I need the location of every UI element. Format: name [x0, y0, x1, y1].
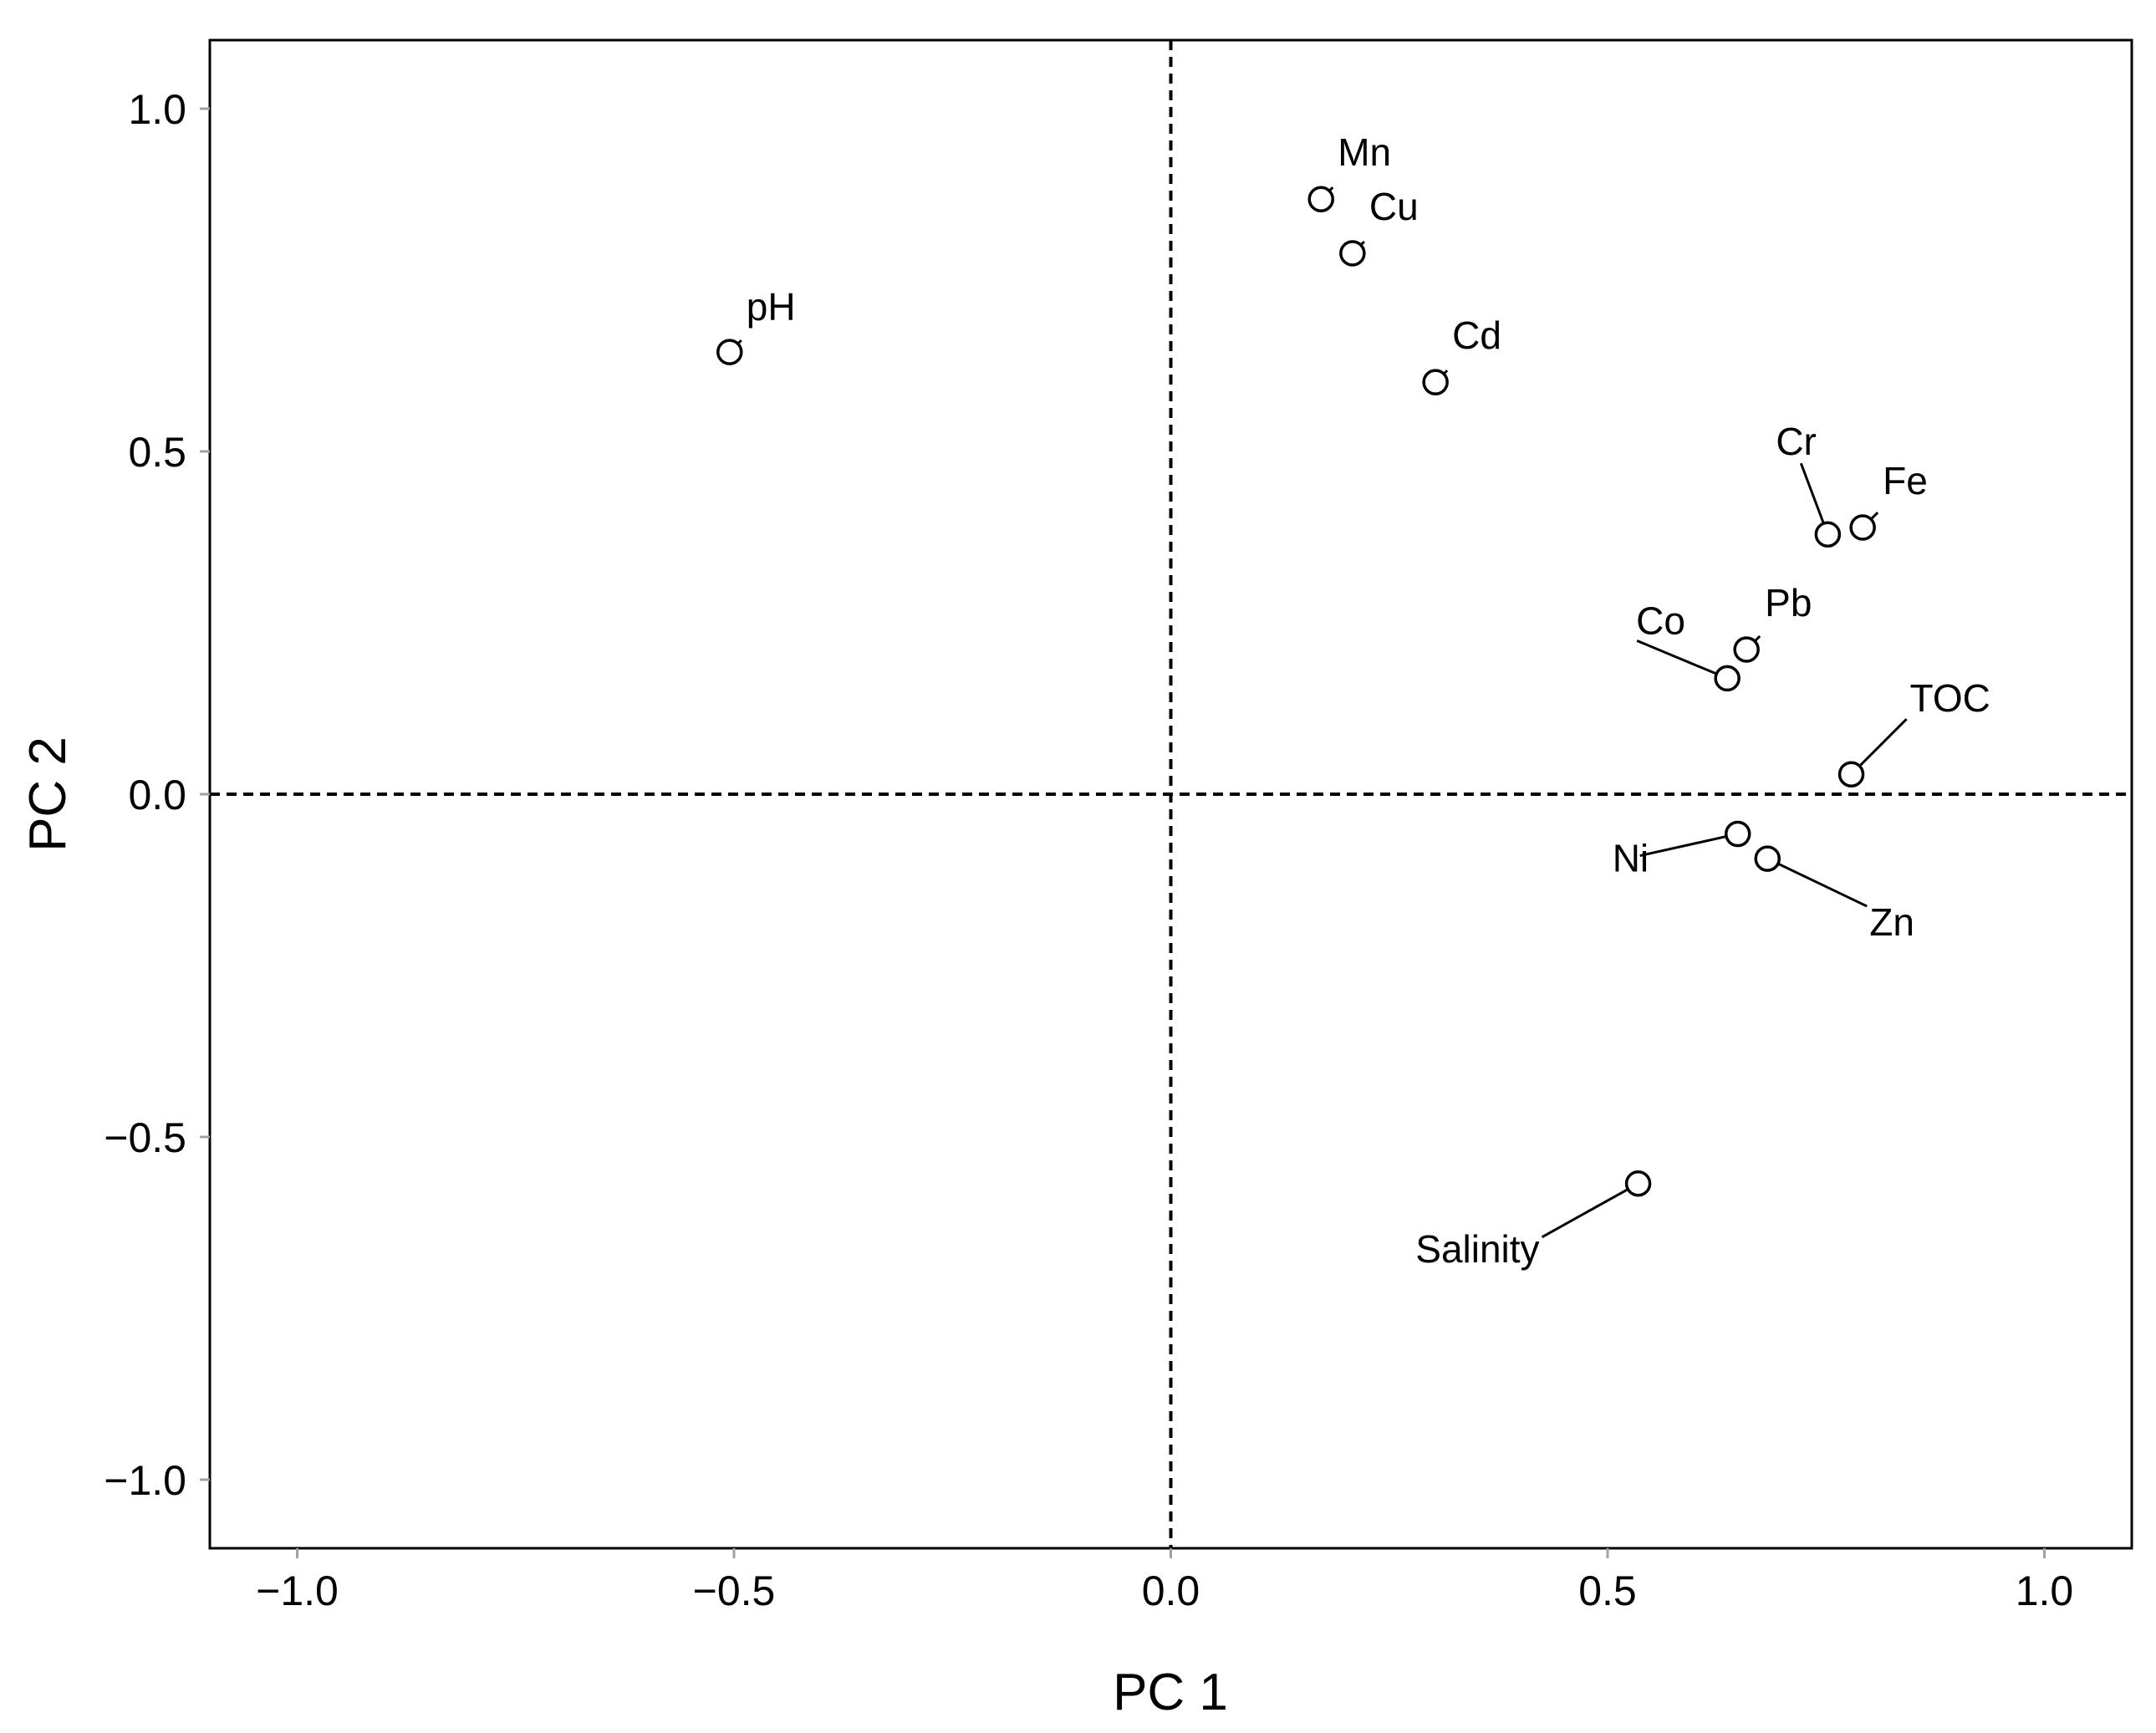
y-tick-label: 0.0 [128, 772, 186, 818]
data-point-mn: Mn [1307, 130, 1391, 212]
data-point-cu: Cu [1339, 185, 1419, 267]
data-point-ni: Ni [1613, 820, 1751, 880]
point-marker [1733, 636, 1760, 663]
data-points: pH Mn Cu Cd Cr Fe Pb Co TOC Ni Zn Salinity [716, 130, 1990, 1271]
y-axis-ticks: −1.0 −0.5 0.0 0.5 1.0 [104, 86, 210, 1504]
y-tick-label: −1.0 [104, 1457, 186, 1504]
point-marker [1422, 369, 1449, 395]
data-point-toc: TOC [1837, 676, 1990, 787]
x-tick-label: 0.0 [1142, 1567, 1200, 1614]
y-tick-label: −0.5 [104, 1114, 186, 1161]
point-label: Cu [1369, 185, 1419, 228]
leader-line [1799, 462, 1825, 524]
point-label: Cd [1452, 313, 1501, 357]
point-marker [1849, 514, 1876, 541]
data-point-fe: Fe [1849, 459, 1928, 541]
point-label: Ni [1613, 837, 1649, 880]
point-marker [1837, 761, 1865, 787]
point-marker [1754, 845, 1781, 872]
point-label: pH [747, 285, 796, 329]
leader-line [1636, 640, 1717, 675]
y-tick-label: 0.5 [128, 429, 186, 476]
x-axis-ticks: −1.0 −0.5 0.0 0.5 1.0 [256, 1548, 2073, 1614]
point-label: Mn [1338, 130, 1391, 174]
y-axis-title: PC 2 [19, 737, 77, 852]
point-label: Co [1636, 599, 1685, 642]
point-label: TOC [1910, 676, 1990, 720]
data-point-cd: Cd [1422, 313, 1501, 395]
data-point-salinity: Salinity [1415, 1170, 1652, 1271]
x-tick-label: −1.0 [256, 1567, 339, 1614]
data-point-zn: Zn [1754, 845, 1914, 944]
y-tick-label: 1.0 [128, 86, 186, 133]
x-tick-label: 1.0 [2016, 1567, 2074, 1614]
x-tick-label: 0.5 [1578, 1567, 1637, 1614]
point-label: Cr [1776, 420, 1817, 463]
x-axis-title: PC 1 [1113, 1664, 1228, 1721]
x-tick-label: −0.5 [693, 1567, 776, 1614]
point-marker [1307, 186, 1334, 212]
point-label: Salinity [1415, 1227, 1539, 1271]
leader-line [1541, 1188, 1629, 1239]
data-point-ph: pH [716, 285, 796, 365]
point-marker [1814, 521, 1842, 548]
data-point-co: Co [1636, 599, 1741, 692]
reference-lines [210, 40, 2132, 1548]
point-marker [716, 339, 743, 365]
leader-line [1858, 718, 1908, 767]
data-point-cr: Cr [1776, 420, 1842, 548]
point-marker [1624, 1170, 1652, 1197]
point-label: Fe [1883, 459, 1928, 502]
leader-line [1869, 511, 1879, 521]
data-point-pb: Pb [1733, 581, 1812, 663]
leader-line [1639, 835, 1727, 858]
point-label: Pb [1765, 581, 1812, 624]
point-marker [1724, 820, 1751, 848]
point-marker [1339, 240, 1366, 267]
leader-line [1777, 862, 1868, 908]
point-marker [1714, 665, 1741, 692]
point-label: Zn [1869, 900, 1914, 944]
